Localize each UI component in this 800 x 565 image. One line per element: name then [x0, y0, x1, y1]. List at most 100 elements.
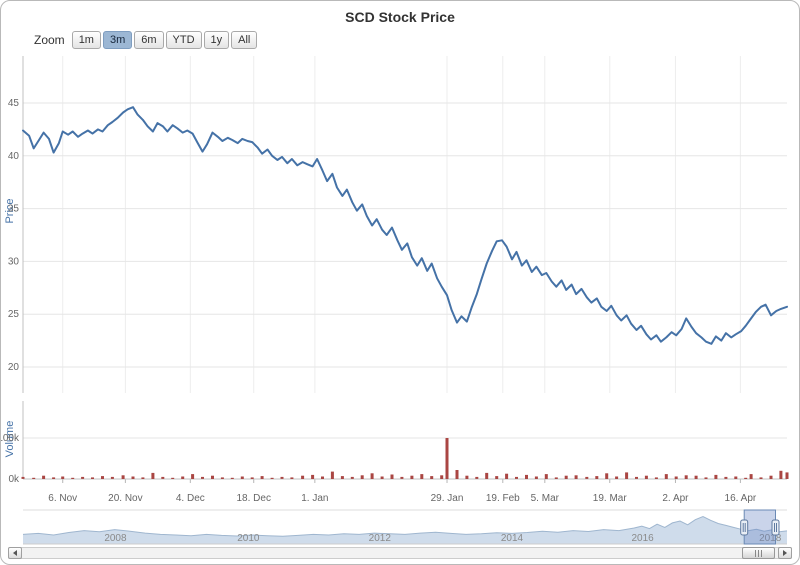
- volume-bar[interactable]: [21, 476, 25, 479]
- volume-bar[interactable]: [52, 477, 56, 479]
- volume-bar[interactable]: [260, 476, 264, 479]
- volume-bar[interactable]: [360, 475, 364, 479]
- volume-bar[interactable]: [191, 474, 195, 479]
- volume-bar[interactable]: [664, 474, 668, 479]
- volume-bar[interactable]: [61, 476, 65, 480]
- volume-bar[interactable]: [42, 475, 46, 479]
- scrollbar-left-button[interactable]: [8, 547, 22, 559]
- scrollbar-right-button[interactable]: [778, 547, 792, 559]
- zoom-button-ytd[interactable]: YTD: [165, 31, 202, 49]
- volume-bar[interactable]: [330, 471, 334, 479]
- navigator-window[interactable]: [743, 509, 777, 545]
- volume-bar[interactable]: [455, 470, 459, 479]
- x-axis-label: 4. Dec: [176, 493, 205, 504]
- volume-bar[interactable]: [564, 475, 568, 479]
- volume-bar[interactable]: [724, 476, 728, 479]
- volume-bar[interactable]: [694, 475, 698, 479]
- navigator-area[interactable]: [23, 516, 787, 545]
- zoom-button-6m[interactable]: 6m: [134, 31, 164, 49]
- volume-bar[interactable]: [321, 476, 324, 480]
- zoom-button-1m[interactable]: 1m: [71, 31, 101, 49]
- volume-bar[interactable]: [525, 474, 528, 479]
- navigator-handle-right[interactable]: [771, 519, 780, 536]
- volume-bar[interactable]: [495, 476, 499, 479]
- volume-bar[interactable]: [534, 476, 538, 480]
- volume-bar[interactable]: [615, 476, 619, 480]
- volume-bar[interactable]: [605, 473, 609, 479]
- volume-bar[interactable]: [714, 474, 718, 479]
- volume-bar[interactable]: [420, 474, 424, 479]
- volume-bar[interactable]: [684, 475, 688, 479]
- volume-bar[interactable]: [370, 473, 374, 479]
- volume-bar[interactable]: [779, 470, 783, 479]
- volume-bar[interactable]: [171, 477, 175, 479]
- volume-bar[interactable]: [350, 476, 354, 479]
- volume-bar[interactable]: [32, 477, 36, 479]
- volume-bar[interactable]: [674, 476, 678, 480]
- price-line[interactable]: [22, 106, 788, 345]
- volume-bar[interactable]: [81, 476, 85, 479]
- navigator-year-label: 2016: [631, 533, 654, 544]
- volume-bar[interactable]: [644, 475, 648, 479]
- zoom-button-all[interactable]: All: [231, 31, 258, 49]
- volume-bar[interactable]: [181, 476, 185, 480]
- volume-bar[interactable]: [91, 477, 94, 479]
- volume-bar[interactable]: [131, 476, 135, 480]
- volume-bar[interactable]: [625, 472, 629, 479]
- volume-bar[interactable]: [380, 476, 384, 480]
- volume-bar[interactable]: [734, 476, 738, 480]
- volume-bar[interactable]: [749, 474, 753, 479]
- volume-bar[interactable]: [390, 474, 394, 480]
- volume-bar[interactable]: [554, 477, 558, 479]
- volume-bar[interactable]: [785, 472, 789, 479]
- volume-bar[interactable]: [769, 475, 773, 479]
- volume-bar[interactable]: [654, 477, 658, 479]
- volume-bar[interactable]: [505, 473, 509, 479]
- volume-bar[interactable]: [445, 438, 449, 479]
- zoom-controls: Zoom 1m 3m 6m YTD 1y All: [34, 31, 258, 49]
- volume-bar[interactable]: [585, 476, 589, 479]
- volume-bar[interactable]: [161, 476, 165, 479]
- volume-bar[interactable]: [201, 476, 204, 479]
- volume-bar[interactable]: [290, 477, 294, 479]
- volume-bar[interactable]: [280, 476, 284, 479]
- volume-bar[interactable]: [110, 476, 114, 479]
- volume-bar[interactable]: [595, 476, 599, 479]
- volume-bar[interactable]: [400, 476, 404, 479]
- volume-bar[interactable]: [465, 475, 469, 479]
- zoom-label: Zoom: [34, 33, 65, 47]
- zoom-button-3m[interactable]: 3m: [102, 31, 133, 49]
- scrollbar-track[interactable]: [8, 547, 792, 559]
- volume-bar[interactable]: [340, 476, 344, 479]
- volume-bar[interactable]: [220, 477, 224, 479]
- volume-bar[interactable]: [101, 476, 104, 479]
- volume-bar[interactable]: [121, 475, 125, 479]
- scrollbar-thumb[interactable]: [742, 547, 775, 559]
- volume-bar[interactable]: [704, 477, 708, 479]
- volume-bar[interactable]: [485, 472, 489, 479]
- volume-bar[interactable]: [230, 477, 234, 479]
- volume-bar[interactable]: [759, 477, 763, 479]
- volume-bar[interactable]: [240, 476, 244, 480]
- x-axis-label: 19. Mar: [593, 493, 628, 504]
- navigator-handle-left[interactable]: [740, 519, 749, 536]
- volume-bar[interactable]: [410, 475, 414, 479]
- volume-bar[interactable]: [440, 475, 444, 479]
- volume-bar[interactable]: [544, 474, 548, 479]
- volume-bar[interactable]: [744, 477, 748, 479]
- volume-bar[interactable]: [301, 475, 305, 479]
- volume-bar[interactable]: [250, 477, 254, 479]
- volume-bar[interactable]: [311, 474, 315, 479]
- volume-bar[interactable]: [475, 476, 479, 479]
- volume-bar[interactable]: [635, 476, 638, 479]
- volume-bar[interactable]: [430, 476, 434, 479]
- zoom-button-1y[interactable]: 1y: [203, 31, 230, 49]
- volume-bar[interactable]: [211, 475, 214, 479]
- volume-bar[interactable]: [270, 477, 274, 479]
- volume-bar[interactable]: [141, 477, 145, 479]
- volume-bar[interactable]: [71, 477, 75, 479]
- volume-bar[interactable]: [574, 475, 578, 479]
- volume-bar[interactable]: [151, 472, 155, 479]
- volume-bar[interactable]: [515, 476, 518, 479]
